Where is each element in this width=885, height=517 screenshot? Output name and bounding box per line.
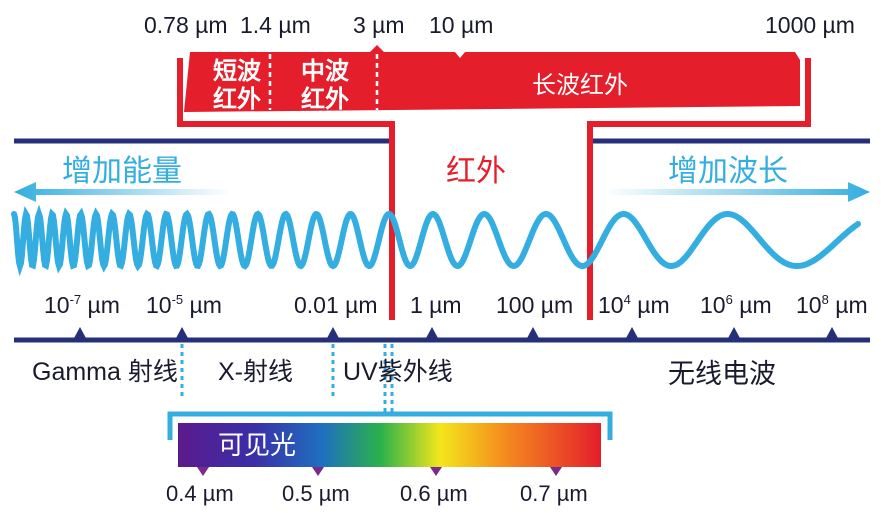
short-wave-line-1: 短波: [213, 58, 261, 85]
band-boundary-label: 3 µm: [353, 12, 405, 38]
visible-tick-mark: [197, 467, 209, 476]
short-wave-line-2: 红外: [213, 86, 261, 113]
mid-wave-line-1: 中波: [301, 58, 349, 85]
visible-ticks: [197, 467, 562, 476]
tick-exponent: 6: [725, 292, 733, 307]
region-radio-label: 无线电波: [668, 359, 776, 389]
visible-tick-label: 0.5 µm: [282, 481, 350, 506]
axis-ticks: [73, 327, 839, 340]
region-xray-label: X-射线: [218, 358, 294, 386]
tick-exponent: -7: [69, 292, 82, 307]
tick-base: 10: [700, 292, 726, 318]
tick-exponent: 8: [821, 292, 829, 307]
scale-tick-label: 104 µm: [598, 292, 670, 319]
mid-wave-line-2: 红外: [301, 86, 349, 113]
tick-unit: µm: [732, 292, 772, 318]
visible-tick-mark: [312, 467, 324, 476]
tick-exponent: -5: [171, 292, 184, 307]
scale-tick-label: 108 µm: [796, 292, 868, 319]
ir-bar-tick-3um: [370, 45, 384, 52]
axis-tick-mark: [73, 327, 87, 340]
axis-tick-mark: [825, 327, 839, 340]
long-wave-ir-label: 长波红外: [532, 72, 628, 99]
band-boundary-label: 1.4 µm: [240, 12, 311, 38]
tick-unit: µm: [630, 292, 670, 318]
tick-unit: µm: [183, 292, 222, 318]
increasing-energy-label: 增加能量: [62, 155, 182, 188]
scale-tick-label: 10-7 µm: [44, 292, 120, 319]
infrared-label: 红外: [446, 155, 506, 188]
short-wave-ir-label: 短波 红外: [204, 58, 270, 114]
band-boundary-label: 10 µm: [429, 12, 494, 38]
band-boundary-label: 1000 µm: [765, 12, 855, 38]
mid-wave-ir-label: 中波 红外: [290, 58, 360, 114]
ir-band-bar: [184, 52, 800, 112]
increasing-wavelength-label: 增加波长: [668, 155, 788, 188]
visible-bracket: [167, 411, 613, 440]
ir-bracket-right: [587, 58, 811, 320]
visible-tick-mark: [550, 467, 562, 476]
tick-unit: µm: [828, 292, 868, 318]
visible-light-label: 可见光: [218, 430, 297, 460]
energy-arrow: [14, 182, 230, 202]
tick-base: 10: [146, 292, 172, 318]
scale-tick-label: 100 µm: [496, 292, 574, 318]
axis-tick-mark: [425, 327, 439, 340]
tick-unit: µm: [81, 292, 120, 318]
axis-tick-mark: [326, 327, 340, 340]
tick-exponent: 4: [623, 292, 631, 307]
axis-tick-mark: [175, 327, 189, 340]
scale-tick-label: 106 µm: [700, 292, 772, 319]
axis-tick-mark: [526, 327, 540, 340]
scale-tick-label: 0.01 µm: [294, 292, 378, 318]
region-uv-label: UV紫外线: [343, 358, 453, 386]
wavelength-arrow: [604, 182, 870, 202]
scale-tick-label: 1 µm: [410, 292, 462, 318]
band-boundary-label: 0.78 µm: [144, 12, 228, 38]
axis-tick-mark: [727, 327, 741, 340]
visible-spectrum-bar: [178, 423, 601, 467]
visible-tick-mark: [430, 467, 442, 476]
visible-tick-label: 0.4 µm: [166, 481, 234, 506]
visible-tick-label: 0.7 µm: [520, 481, 588, 506]
tick-base: 10: [598, 292, 624, 318]
axis-tick-mark: [625, 327, 639, 340]
region-gamma-label: Gamma 射线: [32, 358, 178, 386]
em-wave: [11, 204, 861, 277]
scale-tick-label: 10-5 µm: [146, 292, 222, 319]
tick-base: 10: [796, 292, 822, 318]
visible-tick-label: 0.6 µm: [400, 481, 468, 506]
tick-base: 10: [44, 292, 70, 318]
